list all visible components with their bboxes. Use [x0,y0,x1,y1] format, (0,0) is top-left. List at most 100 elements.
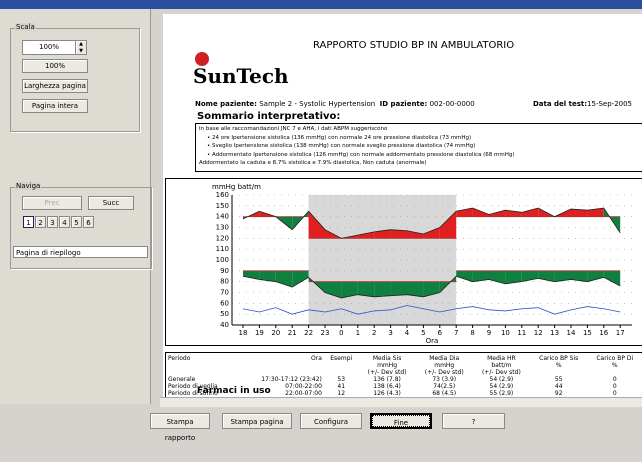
label: ID paziente: [379,100,428,108]
meds-title: Farmaci in uso [197,386,271,396]
button[interactable]: Larghezza pagina [22,79,88,93]
x-tick-label: 4 [405,329,410,337]
deviation-area [341,281,358,298]
x-tick-label: 23 [321,329,330,337]
header-line: Carico BP Di [596,355,634,362]
button[interactable]: Pagina intera [22,99,88,113]
button[interactable]: Configura [300,413,362,429]
deviation-area [587,208,604,217]
series-line [242,305,621,315]
cell: Periodo di sonno [168,390,218,397]
deviation-area [275,270,293,288]
zoom-input[interactable]: 100% [22,40,76,55]
deviation-area [472,208,489,217]
cell: 55 (2.9) [489,390,514,397]
button[interactable]: Succ [88,196,134,210]
x-tick-label: 16 [599,329,608,337]
scale-group: Scala [10,23,140,132]
x-tick-label: 0 [339,329,343,337]
header-cell: Ora [238,353,324,376]
deviation-area [456,270,473,282]
label: Naviga [15,182,42,190]
cell: 0 [612,383,617,390]
row: Periodo di sonno 22:00-07:00 12 126 (4.3) 68… [166,390,642,397]
x-tick-label: 1 [356,329,360,337]
button[interactable]: Prec [22,196,82,210]
button[interactable]: Stampa pagina [222,413,292,429]
row: Periodo di veglia 07:00-22:00 41 138 (6.4) 7… [166,383,642,390]
deviation-area [308,211,325,239]
header-line: (+/- Dev std) [481,369,521,376]
page-button[interactable]: 5 [71,216,82,228]
page-button[interactable]: 6 [83,216,94,228]
x-tick-label: 8 [470,329,474,337]
text: In base alle raccomandazioni JNC 7 e AHA… [199,126,388,132]
table-frame: Periodo Ora Esempi Media Sis mmHg (+/- Dev st… [165,352,642,397]
deviation-area [489,210,506,217]
deviation-area [554,209,571,217]
cell: 138 (6.4) [373,383,401,390]
x-tick-label: 6 [438,329,443,337]
header-line: Media HR [487,355,516,362]
bullet: Sveglio Ipertensione sistolica (138 mmHg… [207,142,639,151]
y-tick-label: 150 [216,202,229,210]
summary-box: In base alle raccomandazioni JNC 7 e AHA… [195,123,642,172]
cell: 136 (7.8) [373,376,401,383]
row: Generale 17:30-17:12 (23:42) 53 136 (7.8) 73… [166,376,642,383]
page-button[interactable]: 4 [59,216,70,228]
x-tick-label: 2 [372,329,376,337]
cell: 55 [554,376,563,383]
x-tick-label: 12 [534,329,543,337]
cell: 68 (4.5) [432,390,457,397]
x-tick-label: 9 [487,329,491,337]
page-select[interactable]: Pagina di riepilogo [13,246,148,258]
cell: 73 (3.9) [432,376,457,383]
page-button[interactable]: 3 [47,216,58,228]
header-line: % [611,362,618,369]
cell: 41 [337,383,346,390]
text: Addormentato la caduta e 8.7% sistolica … [199,160,427,166]
header-line: Periodo [168,355,191,362]
button[interactable]: Fine [370,413,432,429]
x-tick-label: 18 [239,329,248,337]
series-line [242,207,621,239]
deviation-area [357,281,375,297]
deviation-area [390,229,407,239]
button[interactable]: Stampa rapporto [150,413,210,442]
header-line: % [555,362,562,369]
report-page: SunTech RAPPORTO STUDIO BP IN AMBULATORI… [163,14,642,397]
deviation-area [407,281,424,297]
page-button[interactable]: 2 [35,216,46,228]
y-tick-label: 50 [220,310,229,318]
header-cell: Periodo [166,353,238,376]
deviation-area [390,281,407,296]
x-tick-label: 15 [583,329,592,337]
date-line: Data del test:15-Sep-2005 [533,100,632,108]
bullet: 24 ore Ipertensione sistolica (136 mmHg)… [207,134,639,143]
page-button[interactable]: 1 [23,216,34,228]
x-tick-label: 13 [550,329,559,337]
value: 15-Sep-2005 [587,100,633,108]
x-tick-label: 22 [304,329,313,337]
h-scrollbar[interactable] [160,397,642,407]
header-line: (+/- Dev std) [367,369,407,376]
deviation-area [521,208,539,217]
header-cell: Media Sis mmHg (+/- Dev std) [359,353,416,376]
title-bar [0,0,642,9]
cell: 53 [337,376,346,383]
deviation-area [472,270,489,282]
deviation-area [374,229,391,239]
night-band [308,195,457,325]
deviation-area [571,209,588,217]
x-axis-label: Ora [426,337,439,345]
button[interactable]: 100% [22,59,88,73]
button[interactable]: ? [442,413,505,429]
cell: 22:00-07:00 [285,390,322,397]
y-tick-label: 90 [220,267,229,275]
label: Data del test: [533,100,588,108]
spin[interactable]: ▲ ▼ [75,40,87,55]
report-title: RAPPORTO STUDIO BP IN AMBULATORIO [313,40,515,51]
y-tick-label: 70 [220,289,229,297]
y-tick-label: 80 [220,278,229,286]
